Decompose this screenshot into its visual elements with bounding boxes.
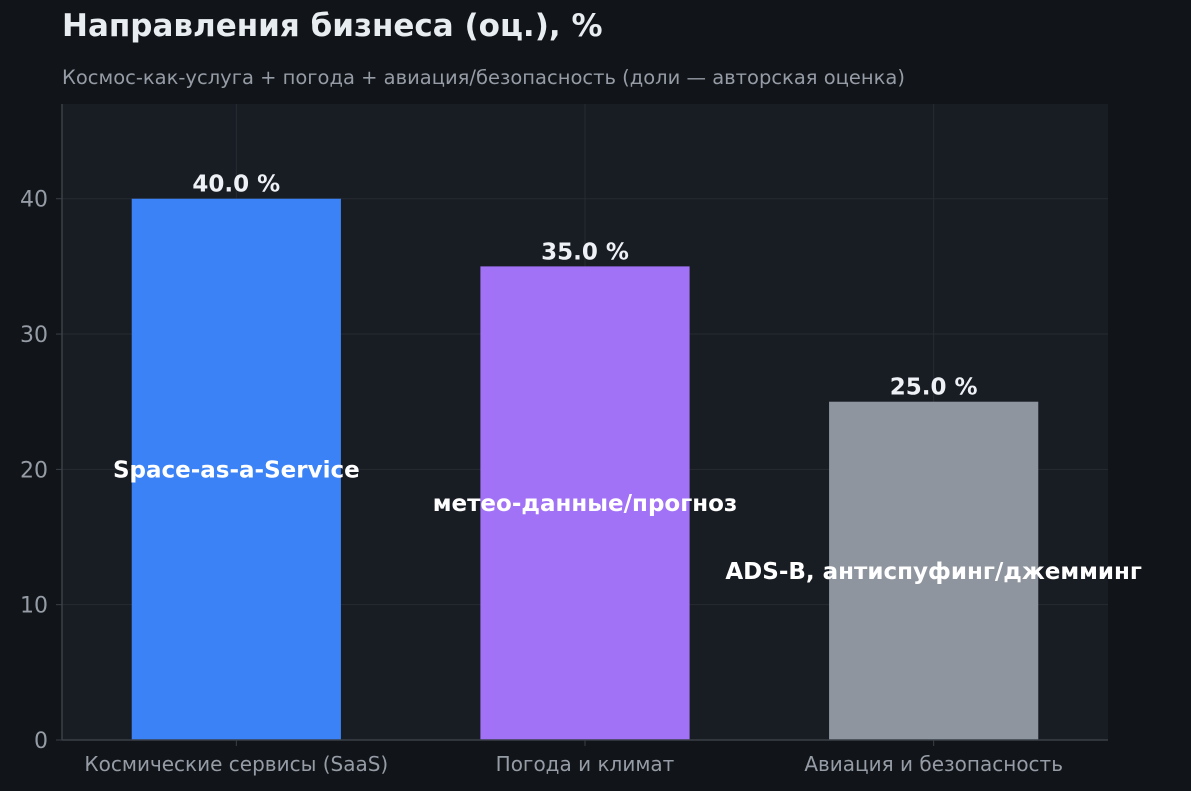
x-tick-label: Погода и климат	[496, 752, 675, 776]
bar-inner-label: ADS-B, антиспуфинг/джемминг	[725, 559, 1142, 585]
bar	[131, 198, 341, 741]
y-tick-label: 30	[20, 323, 48, 348]
bar-value-label: 25.0 %	[890, 375, 978, 401]
bar-inner-label: Space-as-a-Service	[113, 457, 360, 483]
bar-value-label: 35.0 %	[541, 239, 629, 265]
bar-inner-label: метео-данные/прогноз	[433, 491, 738, 517]
y-tick-label: 20	[20, 458, 48, 483]
bar	[480, 266, 690, 740]
chart-subtitle: Космос-как-услуга + погода + авиация/без…	[62, 66, 905, 89]
y-tick-label: 0	[34, 729, 48, 754]
bar-value-label: 40.0 %	[192, 172, 280, 198]
x-tick-label: Космические сервисы (SaaS)	[84, 752, 388, 776]
y-tick-label: 10	[20, 594, 48, 619]
chart-title: Направления бизнеса (оц.), %	[62, 8, 603, 44]
bar	[829, 401, 1039, 740]
x-tick-label: Авиация и безопасность	[804, 752, 1063, 776]
y-tick-label: 40	[20, 188, 48, 213]
